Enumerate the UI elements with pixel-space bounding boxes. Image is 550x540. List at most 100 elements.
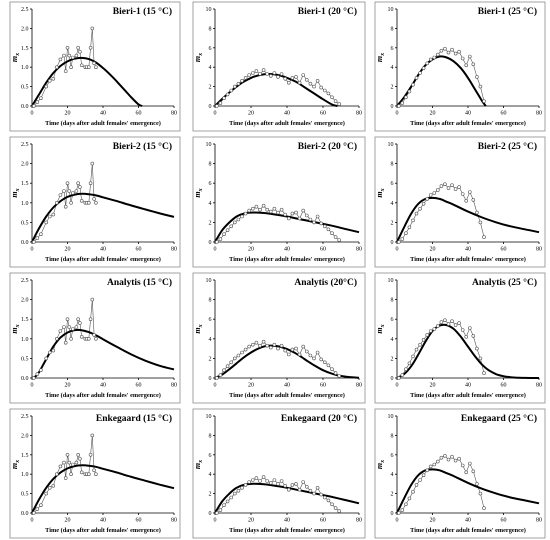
x-tick-label: 0 — [396, 111, 399, 117]
observed-point — [51, 483, 56, 488]
chart-title: Enkegaard (25 °C) — [461, 413, 537, 424]
observed-point — [67, 325, 72, 329]
observed-point — [35, 100, 40, 104]
observed-point — [51, 77, 56, 81]
observed-point — [47, 485, 52, 490]
observed-point — [453, 51, 458, 56]
y-tick-label: 0.5 — [21, 492, 29, 498]
y-axis-label: mx — [193, 324, 204, 333]
y-axis-label: mx — [375, 188, 386, 197]
observed-point — [251, 342, 255, 347]
observed-point — [407, 496, 412, 501]
observed-point — [58, 193, 63, 197]
x-tick-label: 20 — [430, 111, 436, 117]
observed-point — [51, 348, 56, 353]
observed-point — [276, 75, 280, 79]
observed-point — [319, 357, 324, 362]
observed-point — [88, 45, 93, 50]
observed-point — [63, 476, 68, 480]
y-tick-label: 2.5 — [21, 142, 29, 148]
observed-point — [222, 503, 226, 508]
observed-point — [268, 74, 273, 78]
x-tick-label: 20 — [248, 383, 254, 389]
observed-point — [471, 469, 476, 474]
x-tick-label: 20 — [430, 518, 436, 524]
observed-point — [404, 367, 408, 372]
observed-point — [435, 52, 440, 57]
observed-point — [272, 478, 277, 482]
observed-point — [261, 339, 266, 344]
x-tick-label: 20 — [248, 518, 254, 524]
x-tick-label: 80 — [171, 111, 177, 117]
observed-point — [76, 452, 80, 457]
observed-point — [467, 461, 472, 466]
observed-point — [286, 352, 291, 357]
observed-point — [418, 206, 422, 211]
observed-point — [74, 189, 79, 193]
observed-point — [414, 483, 419, 487]
observed-point — [243, 347, 248, 352]
observed-point — [240, 214, 244, 219]
observed-point — [243, 76, 248, 80]
observed-point — [247, 208, 251, 213]
observed-point — [315, 350, 320, 355]
model-curve — [31, 328, 175, 379]
observed-point — [44, 84, 49, 89]
y-axis-label: mx — [10, 188, 21, 197]
observed-point — [69, 336, 73, 341]
observed-point — [428, 57, 433, 62]
panel-frame — [192, 408, 366, 539]
y-tick-label: 0.0 — [21, 511, 29, 517]
x-tick-label: 80 — [536, 111, 542, 117]
observed-point — [69, 201, 73, 205]
observed-point — [265, 343, 270, 348]
observed-point — [421, 66, 426, 70]
y-axis-label: mx — [375, 460, 386, 469]
chart-title: Bieri-1 (20 °C) — [298, 6, 357, 17]
observed-point — [67, 460, 72, 465]
observed-point — [421, 202, 426, 206]
observed-point — [47, 214, 52, 219]
observed-point — [407, 89, 412, 94]
observed-point — [283, 212, 288, 217]
observed-point — [471, 62, 476, 67]
y-tick-label: 0.0 — [21, 240, 29, 246]
observed-point — [457, 456, 461, 461]
observed-point — [236, 217, 241, 222]
y-tick-label: 10 — [206, 278, 212, 284]
observed-point — [425, 197, 430, 201]
observed-point — [467, 54, 472, 59]
observed-point — [240, 485, 244, 490]
observed-point — [94, 336, 98, 341]
observed-point — [71, 191, 75, 195]
y-tick-label: 8 — [209, 162, 212, 168]
observed-point — [432, 462, 437, 467]
observed-point — [428, 329, 433, 333]
observed-point — [396, 240, 401, 244]
x-tick-label: 40 — [284, 247, 290, 253]
observed-point — [421, 473, 426, 478]
observed-point — [482, 506, 486, 510]
y-tick-label: 0 — [209, 511, 212, 517]
observed-point — [301, 344, 306, 349]
y-tick-label: 2 — [209, 85, 212, 91]
y-tick-label: 4 — [391, 337, 394, 343]
observed-point — [443, 453, 447, 458]
x-axis-label: Time (days after adult females' emergenc… — [45, 256, 161, 263]
observed-point — [471, 198, 476, 202]
observed-point — [414, 347, 419, 352]
x-tick-label: 0 — [31, 518, 34, 524]
x-tick-label: 60 — [136, 247, 142, 253]
y-tick-label: 8 — [391, 26, 394, 32]
x-axis-label: Time (days after adult females' emergenc… — [410, 120, 526, 127]
observed-point — [290, 76, 295, 80]
y-axis-label: mx — [375, 53, 386, 62]
chart-title: Bieri-2 (20 °C) — [298, 141, 357, 152]
x-tick-label: 40 — [284, 111, 290, 117]
observed-point — [464, 199, 469, 203]
y-axis-label: mx — [193, 188, 204, 197]
observed-point — [65, 452, 70, 457]
observed-point — [333, 99, 338, 103]
observed-point — [233, 84, 237, 89]
x-tick-label: 40 — [100, 518, 106, 524]
